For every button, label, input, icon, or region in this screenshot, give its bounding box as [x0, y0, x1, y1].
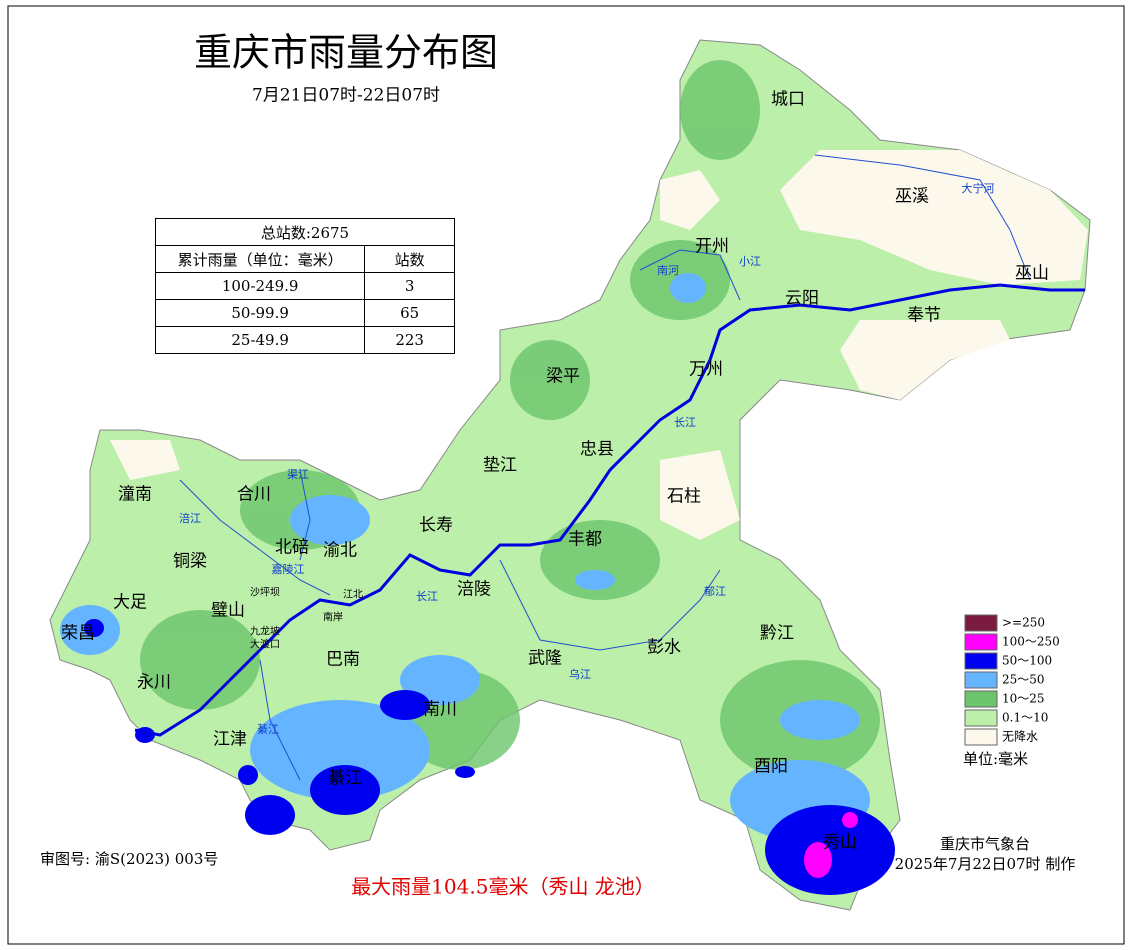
extreme-rain-areas [804, 812, 858, 878]
district-label: 彭水 [647, 638, 681, 658]
legend-label: 50～100 [1002, 654, 1052, 668]
table-cell: 3 [364, 272, 455, 300]
district-label: 合川 [237, 485, 271, 505]
river-label: 长江 [674, 416, 696, 429]
legend-label: 100～250 [1002, 635, 1060, 649]
urban-label: 大渡口 [250, 638, 280, 651]
station-table: 总站数:2675 累计雨量（单位：毫米） 站数 100-249.9 3 50-99.… [154, 218, 455, 354]
legend-label: 10～25 [1002, 692, 1045, 706]
river-label: 南河 [657, 264, 679, 277]
subtitle: 7月21日07时-22日07时 [252, 86, 440, 106]
tributaries [179, 154, 1031, 781]
river-label: 嘉陵江 [272, 562, 305, 576]
urban-label: 九龙坡 [250, 625, 280, 638]
urban-label: 江北 [343, 589, 363, 601]
district-label: 北碚 [275, 538, 309, 558]
district-label: 丰都 [568, 530, 602, 550]
district-label: 璧山 [211, 601, 245, 621]
district-label: 石柱 [667, 487, 701, 507]
legend-swatch [964, 690, 998, 708]
district-label: 云阳 [785, 289, 819, 309]
district-label: 秀山 [823, 833, 857, 853]
urban-label: 南岸 [323, 611, 343, 624]
river-label: 渠江 [287, 468, 309, 481]
district-label: 万州 [689, 360, 723, 380]
district-label: 梁平 [546, 367, 580, 387]
heavy-rain-areas [60, 273, 870, 840]
legend-swatch [964, 652, 998, 670]
district-label: 忠县 [580, 440, 614, 460]
district-label: 巫山 [1015, 264, 1049, 284]
legend-unit: 单位:毫米 [963, 750, 1028, 768]
district-label: 大足 [113, 593, 147, 613]
table-caption: 总站数:2675 [155, 218, 455, 246]
district-label: 奉节 [907, 306, 941, 326]
no-rain-areas [110, 150, 1088, 540]
made-time: 2025年7月22日07时 制作 [895, 855, 1076, 873]
frame [7, 5, 1125, 945]
producer: 重庆市气象台 [940, 835, 1030, 853]
table-cell: 25-49.9 [154, 326, 366, 354]
table-cell: 50-99.9 [154, 299, 366, 327]
table-header: 站数 [364, 245, 455, 273]
district-label: 南川 [423, 700, 457, 720]
legend-swatch [964, 728, 998, 746]
legend-label: >=250 [1002, 616, 1045, 630]
district-label: 城口 [771, 90, 805, 110]
river-label: 涪江 [179, 511, 201, 525]
river-label: 大宁河 [962, 181, 995, 195]
district-label: 开州 [695, 237, 729, 257]
title: 重庆市雨量分布图 [194, 31, 498, 75]
district-label: 巴南 [326, 650, 360, 670]
table-cell: 223 [364, 326, 455, 354]
legend-label: 无降水 [1002, 730, 1038, 744]
river-label: 乌江 [569, 667, 591, 681]
district-label: 渝北 [323, 541, 357, 561]
river-label: 长江 [416, 590, 438, 603]
table-header: 累计雨量（单位：毫米） [154, 245, 366, 273]
district-label: 潼南 [118, 485, 152, 505]
district-label: 垫江 [483, 456, 517, 476]
district-label: 酉阳 [754, 757, 788, 777]
legend-label: 25～50 [1002, 673, 1045, 687]
legend-swatch [964, 709, 998, 727]
legend-swatch [964, 614, 998, 632]
district-label: 铜梁 [173, 552, 207, 572]
district-label: 涪陵 [457, 580, 491, 600]
legend-swatch [964, 633, 998, 651]
district-label: 黔江 [760, 624, 794, 644]
table-cell: 65 [364, 299, 455, 327]
district-label: 永川 [137, 673, 171, 693]
district-label: 江津 [213, 730, 247, 750]
district-label: 巫溪 [895, 187, 929, 207]
district-label: 綦江 [328, 769, 362, 789]
river-label: 小江 [739, 255, 761, 268]
legend-swatch [964, 671, 998, 689]
legend-label: 0.1～10 [1002, 711, 1048, 725]
district-label: 荣昌 [61, 624, 95, 644]
urban-label: 沙坪坝 [250, 586, 280, 599]
max-rain: 最大雨量104.5毫米（秀山 龙池） [351, 875, 655, 899]
yangtze-river [134, 283, 1085, 737]
river-label: 綦江 [257, 723, 279, 736]
river-label: 郁江 [704, 584, 726, 598]
district-label: 武隆 [528, 649, 562, 669]
table-cell: 100-249.9 [154, 272, 366, 300]
district-label: 长寿 [419, 516, 453, 536]
review-number: 审图号: 渝S(2023) 003号 [40, 850, 218, 868]
